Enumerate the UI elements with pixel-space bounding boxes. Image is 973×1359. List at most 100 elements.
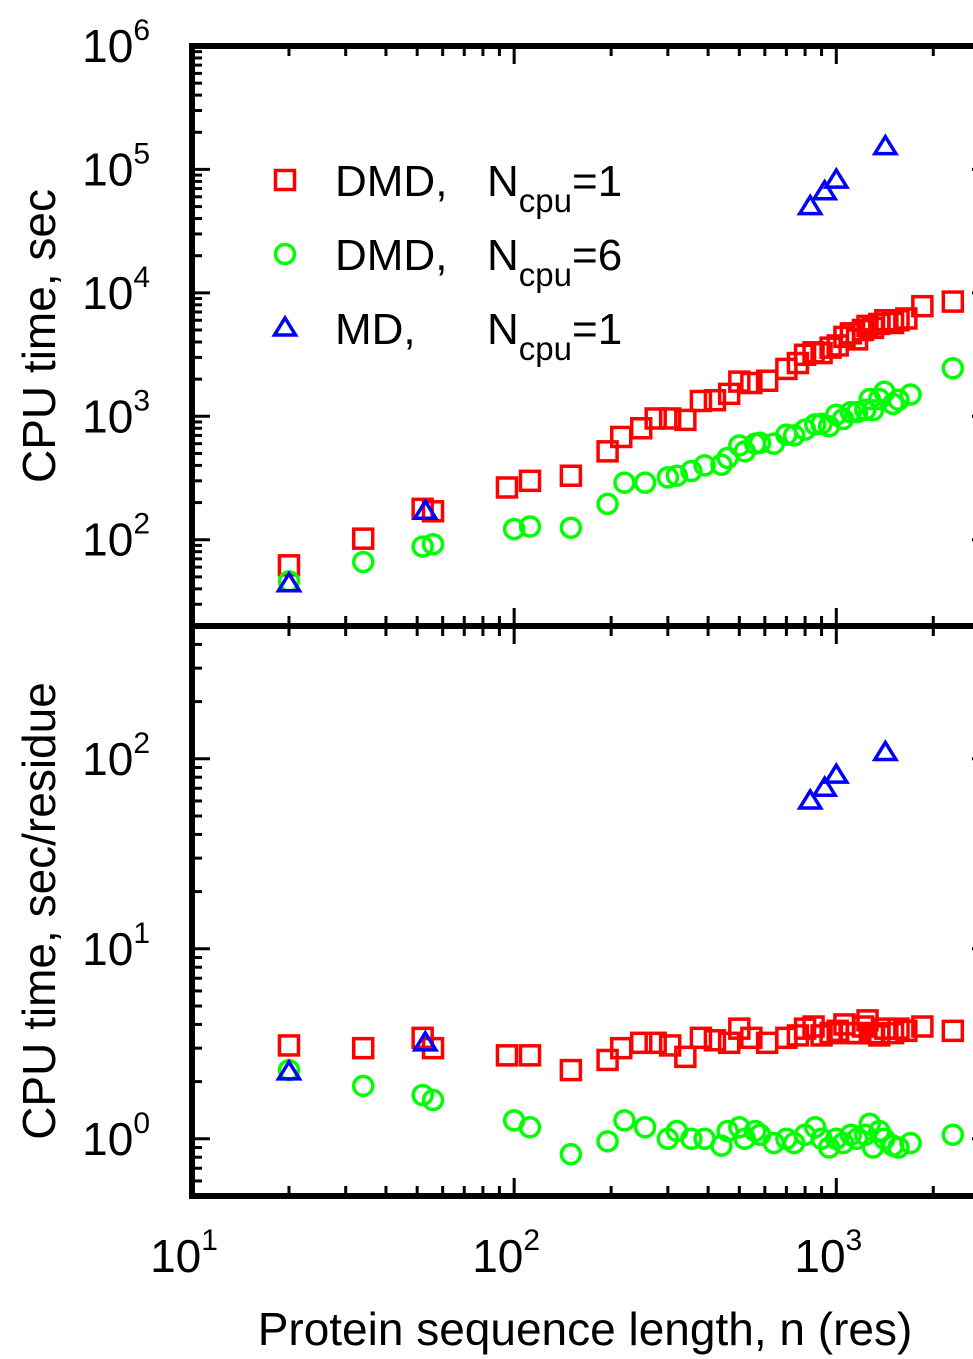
md-ncpu1-point [411, 497, 439, 521]
dmd-ncpu6-point [693, 454, 716, 477]
upper-series-md-ncpu1 [275, 133, 899, 593]
md-ncpu1-point [796, 787, 824, 810]
dmd-ncpu6-point [854, 398, 877, 421]
md-ncpu1-point [822, 166, 850, 189]
dmd-ncpu6-point [596, 1130, 619, 1153]
dmd-ncpu6-point [411, 1083, 434, 1107]
md-ncpu1-point [275, 1058, 303, 1081]
upper-y-tick-label: 104 [82, 261, 150, 319]
dmd-ncpu1-point [518, 1044, 542, 1067]
dmd-ncpu1-point [895, 1019, 918, 1043]
dmd-ncpu1-point [609, 1036, 633, 1060]
upper-y-tick-label: 106 [82, 14, 150, 72]
dmd-ncpu6-point [633, 471, 657, 494]
dmd-ncpu1-point [644, 1031, 667, 1055]
dmd-ncpu1-point [775, 357, 798, 381]
dmd-ncpu6-point [748, 431, 772, 455]
lower-panel-cpu-time-per-residue: 100 101 102 CPU time, sec/residue [13, 623, 973, 1199]
legend-entry-dmd-ncpu1: DMD, Ncpu=1 [273, 157, 622, 219]
dmd-ncpu1-point [941, 1019, 965, 1043]
upper-series-dmd-ncpu6 [277, 357, 965, 593]
dmd-ncpu6-point [728, 1116, 751, 1139]
dmd-ncpu1-point [689, 389, 713, 413]
dmd-ncpu1-point [881, 1021, 905, 1045]
dmd-ncpu1-point [703, 388, 727, 412]
lower-series-dmd-ncpu6 [277, 1058, 965, 1166]
dmd-ncpu1-point [658, 1034, 682, 1057]
dmd-ncpu1-point [559, 1058, 583, 1082]
lower-y-tick-label: 101 [82, 917, 150, 975]
dmd-ncpu1-point [277, 1034, 301, 1057]
md-ncpu1-point [871, 739, 899, 762]
dmd-ncpu6-point [899, 383, 922, 406]
upper-y-axis-title: CPU time, sec [13, 189, 65, 483]
dmd-ncpu1-point [596, 440, 619, 463]
lower-series-dmd-ncpu1 [277, 1009, 965, 1082]
dmd-ncpu1-point [740, 371, 763, 395]
dmd-ncpu6-point [411, 535, 434, 558]
legend-label: DMD, Ncpu=1 [335, 157, 622, 219]
lower-y-axis-title: CPU time, sec/residue [13, 682, 65, 1140]
upper-y-tick-label: 103 [82, 384, 150, 442]
lower-y-tick-label: 100 [82, 1107, 150, 1165]
dmd-ncpu1-point [874, 1017, 897, 1040]
dmd-ncpu6-point [559, 516, 583, 540]
x-tick-label: 101 [150, 1224, 218, 1282]
legend-triangle-icon [271, 314, 299, 337]
lower-series-md-ncpu1 [275, 739, 899, 1081]
dmd-ncpu1-point [728, 370, 751, 393]
dmd-ncpu6-point [680, 459, 703, 483]
x-axis-title: Protein sequence length, n (res) [258, 1303, 913, 1355]
md-ncpu1-point [411, 1029, 439, 1052]
dmd-ncpu1-point [689, 1026, 713, 1050]
dmd-ncpu1-point [755, 369, 779, 393]
dmd-ncpu1-point [495, 1044, 519, 1067]
dmd-ncpu1-point [609, 425, 633, 449]
legend-label: MD, Ncpu=1 [335, 305, 622, 367]
legend-circle-icon [273, 242, 297, 266]
dmd-ncpu1-point [911, 1015, 934, 1038]
md-ncpu1-point [810, 774, 839, 797]
dmd-ncpu6-point [710, 453, 733, 476]
dmd-ncpu6-point [782, 424, 806, 447]
dmd-ncpu1-point [421, 500, 445, 523]
dmd-ncpu6-point [743, 1119, 767, 1143]
dmd-ncpu6-point [518, 1116, 542, 1139]
dmd-ncpu6-point [941, 1123, 965, 1147]
md-ncpu1-point [810, 178, 839, 201]
dmd-ncpu1-point [839, 322, 863, 345]
legend-entry-md-ncpu1: MD, Ncpu=1 [271, 305, 622, 367]
dmd-ncpu6-point [887, 1136, 910, 1159]
dmd-ncpu6-point [665, 464, 689, 487]
dmd-ncpu6-point [803, 1116, 827, 1139]
dmd-ncpu6-point [881, 392, 905, 416]
dmd-ncpu1-point [881, 311, 905, 335]
x-tick-label: 103 [794, 1224, 862, 1282]
dmd-ncpu1-point [895, 307, 918, 330]
md-ncpu1-point [871, 133, 899, 156]
dmd-ncpu6-point [728, 434, 751, 457]
dmd-ncpu6-point [351, 550, 375, 574]
dmd-ncpu1-point [351, 1036, 375, 1060]
dmd-ncpu6-point [839, 400, 863, 424]
dmd-ncpu1-point [911, 294, 934, 318]
upper-panel-cpu-time: 102 103 104 105 106 CPU time, sec [13, 14, 973, 629]
dmd-ncpu1-point [351, 527, 375, 550]
legend-square-icon [273, 168, 297, 192]
legend-entry-dmd-ncpu6: DMD, Ncpu=6 [273, 231, 622, 293]
dmd-ncpu6-point [559, 1142, 583, 1166]
dmd-ncpu6-point [656, 466, 680, 489]
dmd-ncpu6-point [861, 398, 885, 422]
dmd-ncpu6-point [518, 515, 542, 538]
md-ncpu1-point [275, 570, 303, 593]
legend-label: DMD, Ncpu=6 [335, 231, 622, 293]
x-tick-label: 102 [472, 1224, 540, 1282]
dmd-ncpu6-point [941, 357, 965, 380]
dmd-ncpu1-point [559, 464, 583, 487]
lower-panel-frame [189, 623, 973, 1199]
dmd-ncpu6-point [351, 1074, 375, 1098]
dmd-ncpu6-point [421, 532, 445, 556]
md-ncpu1-point [822, 761, 850, 784]
dmd-ncpu1-point [495, 476, 519, 499]
